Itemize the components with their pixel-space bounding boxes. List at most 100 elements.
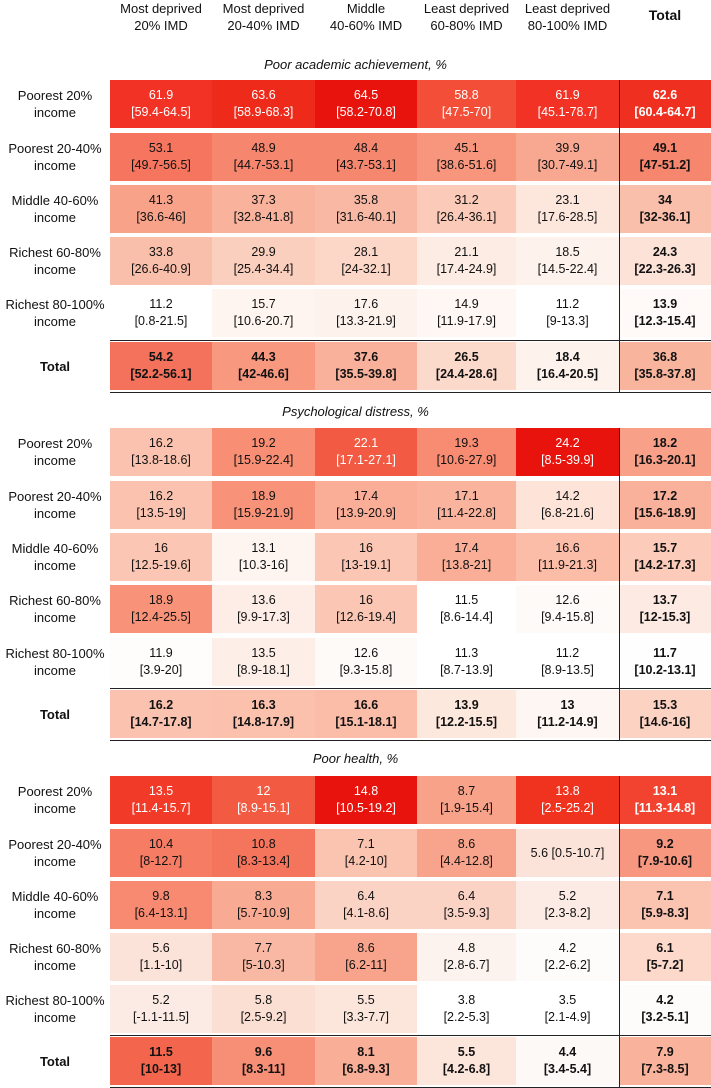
data-cell: 34 [32-36.1] [619,185,711,233]
data-cell: 62.6 [60.4-64.7] [619,80,711,128]
row-label: Richest 60-80% income [9,941,101,973]
cell-ci: [22.3-26.3] [634,262,696,276]
cell-value: 5.5 [357,993,375,1007]
cell-ci: [8.7-13.9] [440,663,493,677]
cell-ci: [42-46.6] [238,367,289,381]
cell-value: 5.2 [558,889,577,903]
cell-ci: [5-7.2] [646,958,684,972]
cell-value: 37.6 [353,350,379,364]
column-header: Total [648,7,682,23]
cell-value: 22.1 [353,436,379,450]
data-cell: 10.4 [8-12.7] [110,829,212,877]
cell-ci: [14.8-17.9] [232,715,295,729]
cell-value: 13.5 [251,646,276,660]
cell-value: 54.2 [148,350,174,364]
cell-value: 8.7 [457,784,476,798]
cell-value: 16 [359,541,373,555]
data-cell: 18.2 [16.3-20.1] [619,428,711,476]
data-cell: 53.1 [49.7-56.5] [110,133,212,181]
data-cell: 5.2 [2.3-8.2] [516,881,619,929]
data-cell: 29.9 [25.4-34.4] [212,237,315,285]
cell-value: 11.2 [555,646,580,660]
data-cell: 24.3 [22.3-26.3] [619,237,711,285]
data-cell: 10.8 [8.3-13.4] [212,829,315,877]
data-cell: 8.6 [6.2-11] [315,933,417,981]
cell-value: 18.4 [555,350,580,364]
cell-ci: [5.7-10.9] [237,906,290,920]
cell-ci: [10.6-27.9] [436,453,497,467]
cell-value: 13.7 [652,593,678,607]
cell-ci: [2.3-8.2] [544,906,591,920]
data-cell: 13.9 [12.2-15.5] [417,690,516,738]
cell-value: 5.2 [152,993,170,1007]
cell-ci: [8.3-11] [241,1062,286,1076]
cell-value: 15.7 [652,541,678,555]
cell-ci: [47.5-70] [441,105,492,119]
data-cell: 61.9 [59.4-64.5] [110,80,212,128]
cell-ci: [24-32.1] [341,262,391,276]
data-cell: 4.4 [3.4-5.4] [516,1037,619,1085]
data-cell: 16.3 [14.8-17.9] [212,690,315,738]
data-cell: 12.6 [9.4-15.8] [516,585,619,633]
data-cell: 12 [8.9-15.1] [212,776,315,824]
cell-ci: [49.7-56.5] [131,158,191,172]
cell-value: 7.9 [656,1045,674,1059]
row-label: Middle 40-60% income [11,193,99,225]
data-cell: 6.4 [3.5-9.3] [417,881,516,929]
data-cell: 16 [12.5-19.6] [110,533,212,581]
cell-value: 8.6 [357,941,375,955]
data-cell: 14.9 [11.9-17.9] [417,289,516,337]
row-label: Poorest 20% income [17,88,93,120]
data-cell: 11.9 [3.9-20] [110,638,212,686]
data-cell: 11.5 [10-13] [110,1037,212,1085]
cell-value: 13.9 [454,698,479,712]
cell-ci: [1.1-10] [139,958,183,972]
total-column-rule [619,80,620,392]
data-cell: 8.1 [6.8-9.3] [315,1037,417,1085]
data-cell: 9.2 [7.9-10.6] [619,829,711,877]
data-cell: 16.6 [11.9-21.3] [516,533,619,581]
cell-value: 11.9 [149,646,173,660]
row-label: Poorest 20% income [17,436,93,468]
cell-value: 11.2 [555,297,580,311]
cell-ci: [7.3-8.5] [641,1062,689,1076]
data-cell: 4.8 [2.8-6.7] [417,933,516,981]
data-cell: 48.9 [44.7-53.1] [212,133,315,181]
cell-ci: [35.5-39.8] [335,367,397,381]
cell-ci: [8.9-13.5] [541,663,594,677]
cell-value: 17.1 [454,489,479,503]
cell-ci: [4.2-6.8] [442,1062,491,1076]
data-cell: 18.4 [16.4-20.5] [516,342,619,390]
data-cell: 54.2 [52.2-56.1] [110,342,212,390]
cell-value: 16.2 [148,436,174,450]
cell-ci: [8.9-18.1] [237,663,290,677]
data-cell: 13.7 [12-15.3] [619,585,711,633]
cell-value: 58.8 [454,88,479,102]
data-cell: 18.9 [15.9-21.9] [212,481,315,529]
cell-value: 48.9 [251,141,276,155]
cell-ci: [2.8-6.7] [443,958,490,972]
cell-value: 18.9 [251,489,276,503]
cell-ci: [-1.1-11.5] [132,1010,190,1024]
row-label: Middle 40-60% income [11,541,99,573]
cell-ci: [32.8-41.8] [233,210,294,224]
cell-value: 24.3 [652,245,678,259]
data-cell: 19.2 [15.9-22.4] [212,428,315,476]
cell-ci: [11.9-17.9] [437,314,496,328]
cell-ci: [15.6-18.9] [634,506,696,520]
cell-value: 18.2 [652,436,678,450]
data-cell: 63.6 [58.9-68.3] [212,80,315,128]
data-cell: 13.5 [11.4-15.7] [110,776,212,824]
cell-value: 23.1 [555,193,580,207]
data-cell: 13.1 [11.3-14.8] [619,776,711,824]
cell-ci: [4.1-8.6] [343,906,389,920]
cell-value: 17.4 [353,489,379,503]
section-title: Psychological distress, % [282,404,429,419]
cell-value: 64.5 [353,88,379,102]
cell-ci: [43.7-53.1] [336,158,396,172]
cell-value: 10.8 [251,837,276,851]
cell-ci: [45.1-78.7] [537,105,598,119]
cell-value: 6.1 [656,941,674,955]
section-title: Poor academic achievement, % [264,57,447,72]
